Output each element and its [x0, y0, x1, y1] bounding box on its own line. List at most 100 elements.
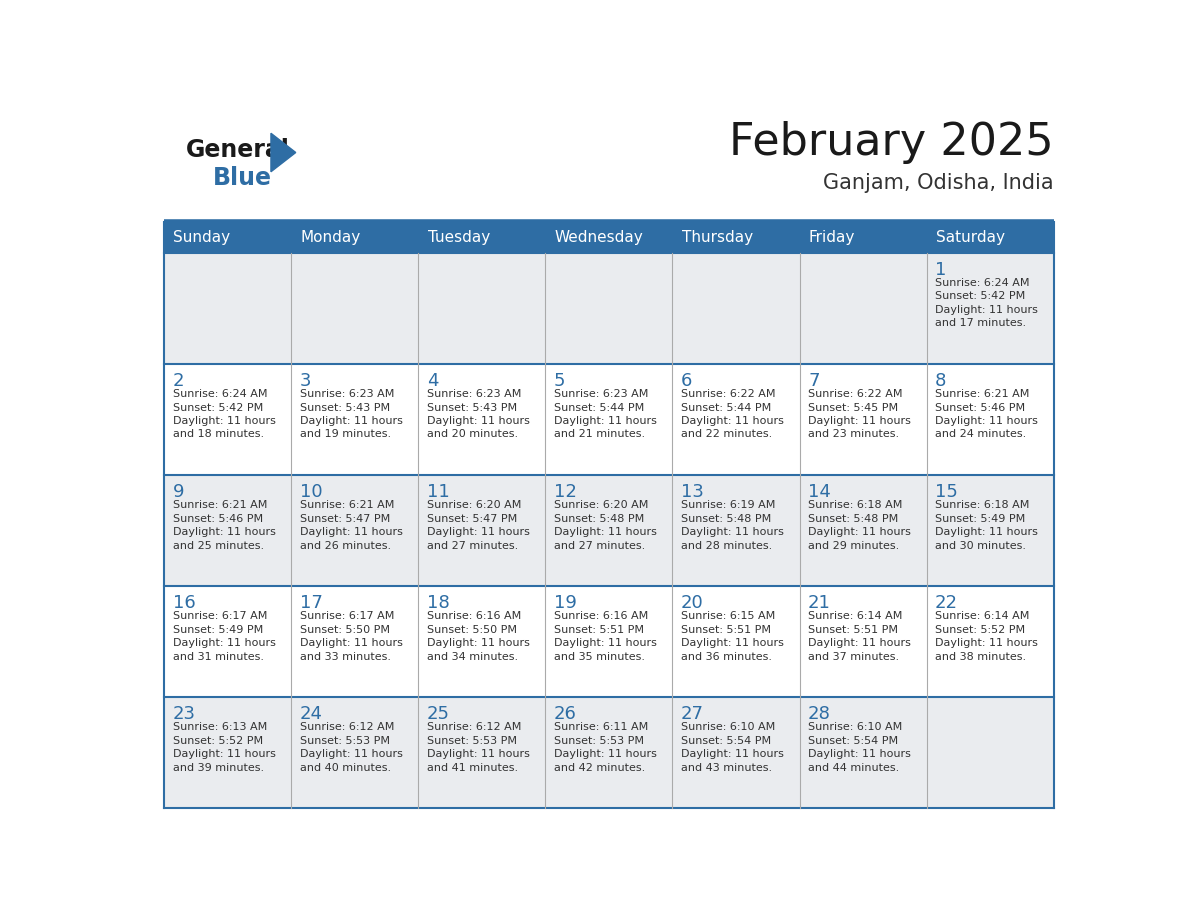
Bar	[672, 252, 800, 364]
Text: Sunset: 5:51 PM: Sunset: 5:51 PM	[554, 624, 644, 634]
Text: 1: 1	[935, 261, 947, 279]
Text: and 19 minutes.: and 19 minutes.	[299, 430, 391, 440]
Text: Sunday: Sunday	[173, 230, 230, 245]
Text: 15: 15	[935, 483, 958, 501]
Text: Sunset: 5:44 PM: Sunset: 5:44 PM	[681, 402, 771, 412]
Text: Sunset: 5:43 PM: Sunset: 5:43 PM	[426, 402, 517, 412]
Text: 23: 23	[172, 705, 196, 723]
Bar	[927, 475, 1054, 586]
Bar	[291, 697, 418, 808]
Text: Thursday: Thursday	[682, 230, 753, 245]
Text: Sunrise: 6:21 AM: Sunrise: 6:21 AM	[299, 500, 394, 510]
Text: and 21 minutes.: and 21 minutes.	[554, 430, 645, 440]
Text: Sunset: 5:54 PM: Sunset: 5:54 PM	[681, 735, 771, 745]
Text: Sunrise: 6:20 AM: Sunrise: 6:20 AM	[426, 500, 522, 510]
Text: Sunset: 5:42 PM: Sunset: 5:42 PM	[935, 292, 1025, 301]
Text: Saturday: Saturday	[936, 230, 1005, 245]
Text: and 22 minutes.: and 22 minutes.	[681, 430, 772, 440]
Text: Daylight: 11 hours: Daylight: 11 hours	[426, 638, 530, 648]
Text: Sunrise: 6:10 AM: Sunrise: 6:10 AM	[681, 722, 776, 733]
Text: Sunset: 5:42 PM: Sunset: 5:42 PM	[172, 402, 263, 412]
Text: Sunset: 5:46 PM: Sunset: 5:46 PM	[935, 402, 1025, 412]
Bar	[800, 364, 927, 475]
Text: and 41 minutes.: and 41 minutes.	[426, 763, 518, 773]
Text: Sunrise: 6:14 AM: Sunrise: 6:14 AM	[808, 611, 903, 621]
Text: and 24 minutes.: and 24 minutes.	[935, 430, 1026, 440]
Text: 3: 3	[299, 372, 311, 390]
Text: Sunset: 5:47 PM: Sunset: 5:47 PM	[426, 513, 517, 523]
Bar	[418, 252, 545, 364]
Polygon shape	[271, 133, 296, 172]
Text: and 28 minutes.: and 28 minutes.	[681, 541, 772, 551]
Text: Sunrise: 6:21 AM: Sunrise: 6:21 AM	[935, 389, 1030, 399]
Bar	[800, 586, 927, 697]
Text: 21: 21	[808, 594, 830, 612]
Text: Sunrise: 6:10 AM: Sunrise: 6:10 AM	[808, 722, 902, 733]
Text: Sunrise: 6:24 AM: Sunrise: 6:24 AM	[935, 278, 1030, 288]
Text: and 37 minutes.: and 37 minutes.	[808, 652, 899, 662]
Text: Daylight: 11 hours: Daylight: 11 hours	[426, 416, 530, 426]
Text: Sunset: 5:48 PM: Sunset: 5:48 PM	[554, 513, 644, 523]
Text: Sunrise: 6:18 AM: Sunrise: 6:18 AM	[935, 500, 1030, 510]
Text: and 27 minutes.: and 27 minutes.	[426, 541, 518, 551]
Text: Daylight: 11 hours: Daylight: 11 hours	[681, 638, 784, 648]
Text: Sunrise: 6:18 AM: Sunrise: 6:18 AM	[808, 500, 903, 510]
Text: 28: 28	[808, 705, 830, 723]
Bar	[927, 364, 1054, 475]
Bar	[291, 586, 418, 697]
Text: Daylight: 11 hours: Daylight: 11 hours	[935, 638, 1038, 648]
Text: Sunrise: 6:23 AM: Sunrise: 6:23 AM	[554, 389, 649, 399]
Text: 24: 24	[299, 705, 323, 723]
Bar	[164, 697, 291, 808]
Text: 10: 10	[299, 483, 322, 501]
Text: 25: 25	[426, 705, 450, 723]
Text: Sunrise: 6:16 AM: Sunrise: 6:16 AM	[426, 611, 522, 621]
Text: Daylight: 11 hours: Daylight: 11 hours	[554, 638, 657, 648]
Text: and 39 minutes.: and 39 minutes.	[172, 763, 264, 773]
Bar	[545, 697, 672, 808]
Text: 14: 14	[808, 483, 830, 501]
Bar	[545, 364, 672, 475]
Text: Sunrise: 6:12 AM: Sunrise: 6:12 AM	[426, 722, 522, 733]
Text: Sunrise: 6:14 AM: Sunrise: 6:14 AM	[935, 611, 1030, 621]
Text: Daylight: 11 hours: Daylight: 11 hours	[172, 638, 276, 648]
Text: Daylight: 11 hours: Daylight: 11 hours	[554, 527, 657, 537]
Text: Daylight: 11 hours: Daylight: 11 hours	[935, 527, 1038, 537]
Bar	[545, 475, 672, 586]
Bar	[164, 252, 291, 364]
Bar	[291, 252, 418, 364]
Text: Sunrise: 6:24 AM: Sunrise: 6:24 AM	[172, 389, 267, 399]
Text: Sunset: 5:50 PM: Sunset: 5:50 PM	[426, 624, 517, 634]
Text: and 17 minutes.: and 17 minutes.	[935, 319, 1026, 329]
Text: Daylight: 11 hours: Daylight: 11 hours	[172, 749, 276, 759]
Bar	[164, 586, 291, 697]
Text: Daylight: 11 hours: Daylight: 11 hours	[935, 305, 1038, 315]
Text: 20: 20	[681, 594, 703, 612]
Text: Sunrise: 6:22 AM: Sunrise: 6:22 AM	[808, 389, 903, 399]
Text: and 36 minutes.: and 36 minutes.	[681, 652, 772, 662]
Text: and 25 minutes.: and 25 minutes.	[172, 541, 264, 551]
Text: Daylight: 11 hours: Daylight: 11 hours	[808, 749, 911, 759]
Text: Sunset: 5:54 PM: Sunset: 5:54 PM	[808, 735, 898, 745]
Text: Sunrise: 6:23 AM: Sunrise: 6:23 AM	[426, 389, 522, 399]
Text: Daylight: 11 hours: Daylight: 11 hours	[935, 416, 1038, 426]
Text: Sunrise: 6:20 AM: Sunrise: 6:20 AM	[554, 500, 649, 510]
Bar	[164, 475, 291, 586]
Text: 13: 13	[681, 483, 703, 501]
Text: and 26 minutes.: and 26 minutes.	[299, 541, 391, 551]
Bar	[291, 475, 418, 586]
Text: Monday: Monday	[301, 230, 361, 245]
Text: 5: 5	[554, 372, 565, 390]
Bar	[927, 697, 1054, 808]
Text: and 44 minutes.: and 44 minutes.	[808, 763, 899, 773]
Text: Daylight: 11 hours: Daylight: 11 hours	[172, 527, 276, 537]
Text: Friday: Friday	[809, 230, 855, 245]
Text: 2: 2	[172, 372, 184, 390]
Bar	[927, 586, 1054, 697]
Text: 4: 4	[426, 372, 438, 390]
Text: Sunset: 5:51 PM: Sunset: 5:51 PM	[808, 624, 898, 634]
Text: 27: 27	[681, 705, 704, 723]
Text: Sunrise: 6:11 AM: Sunrise: 6:11 AM	[554, 722, 649, 733]
Text: Daylight: 11 hours: Daylight: 11 hours	[554, 749, 657, 759]
Bar	[418, 697, 545, 808]
